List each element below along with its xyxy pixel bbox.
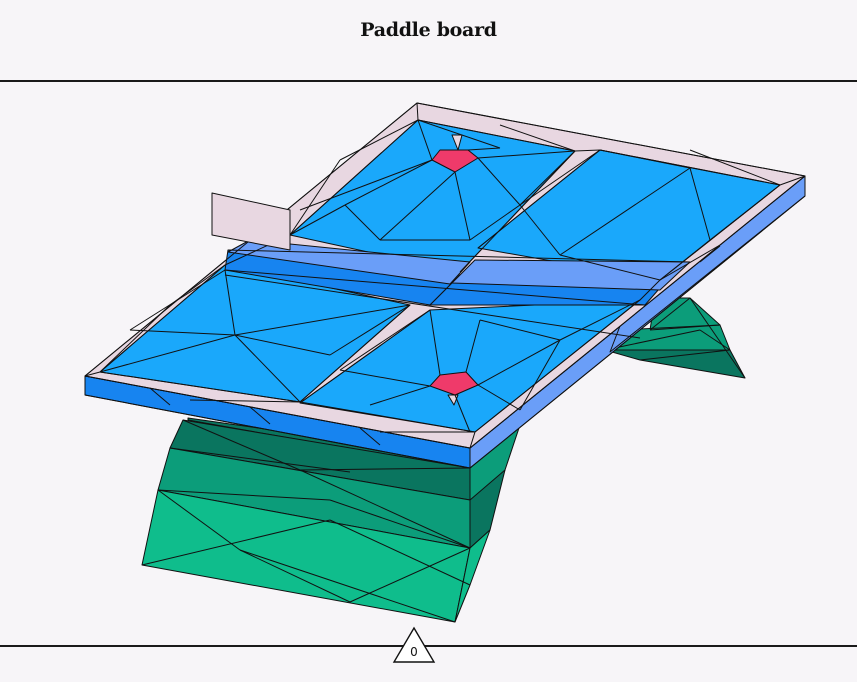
bottom-divider [0, 645, 857, 647]
triangle-icon [392, 626, 436, 663]
rear-fin-plate [211, 192, 291, 251]
hull-rear-lower [604, 349, 746, 379]
board-side-walls [84, 175, 806, 469]
carry-handle-rear [431, 149, 479, 173]
board-deck [84, 102, 806, 449]
page-number: 0 [410, 645, 418, 659]
carry-handle-front [429, 371, 479, 396]
deck-mid-band-right-light [451, 259, 691, 291]
page-number-marker: 0 [392, 626, 436, 663]
page-title: Paddle board [360, 19, 497, 41]
top-divider [0, 80, 857, 82]
handle-notch-rear [451, 134, 463, 151]
